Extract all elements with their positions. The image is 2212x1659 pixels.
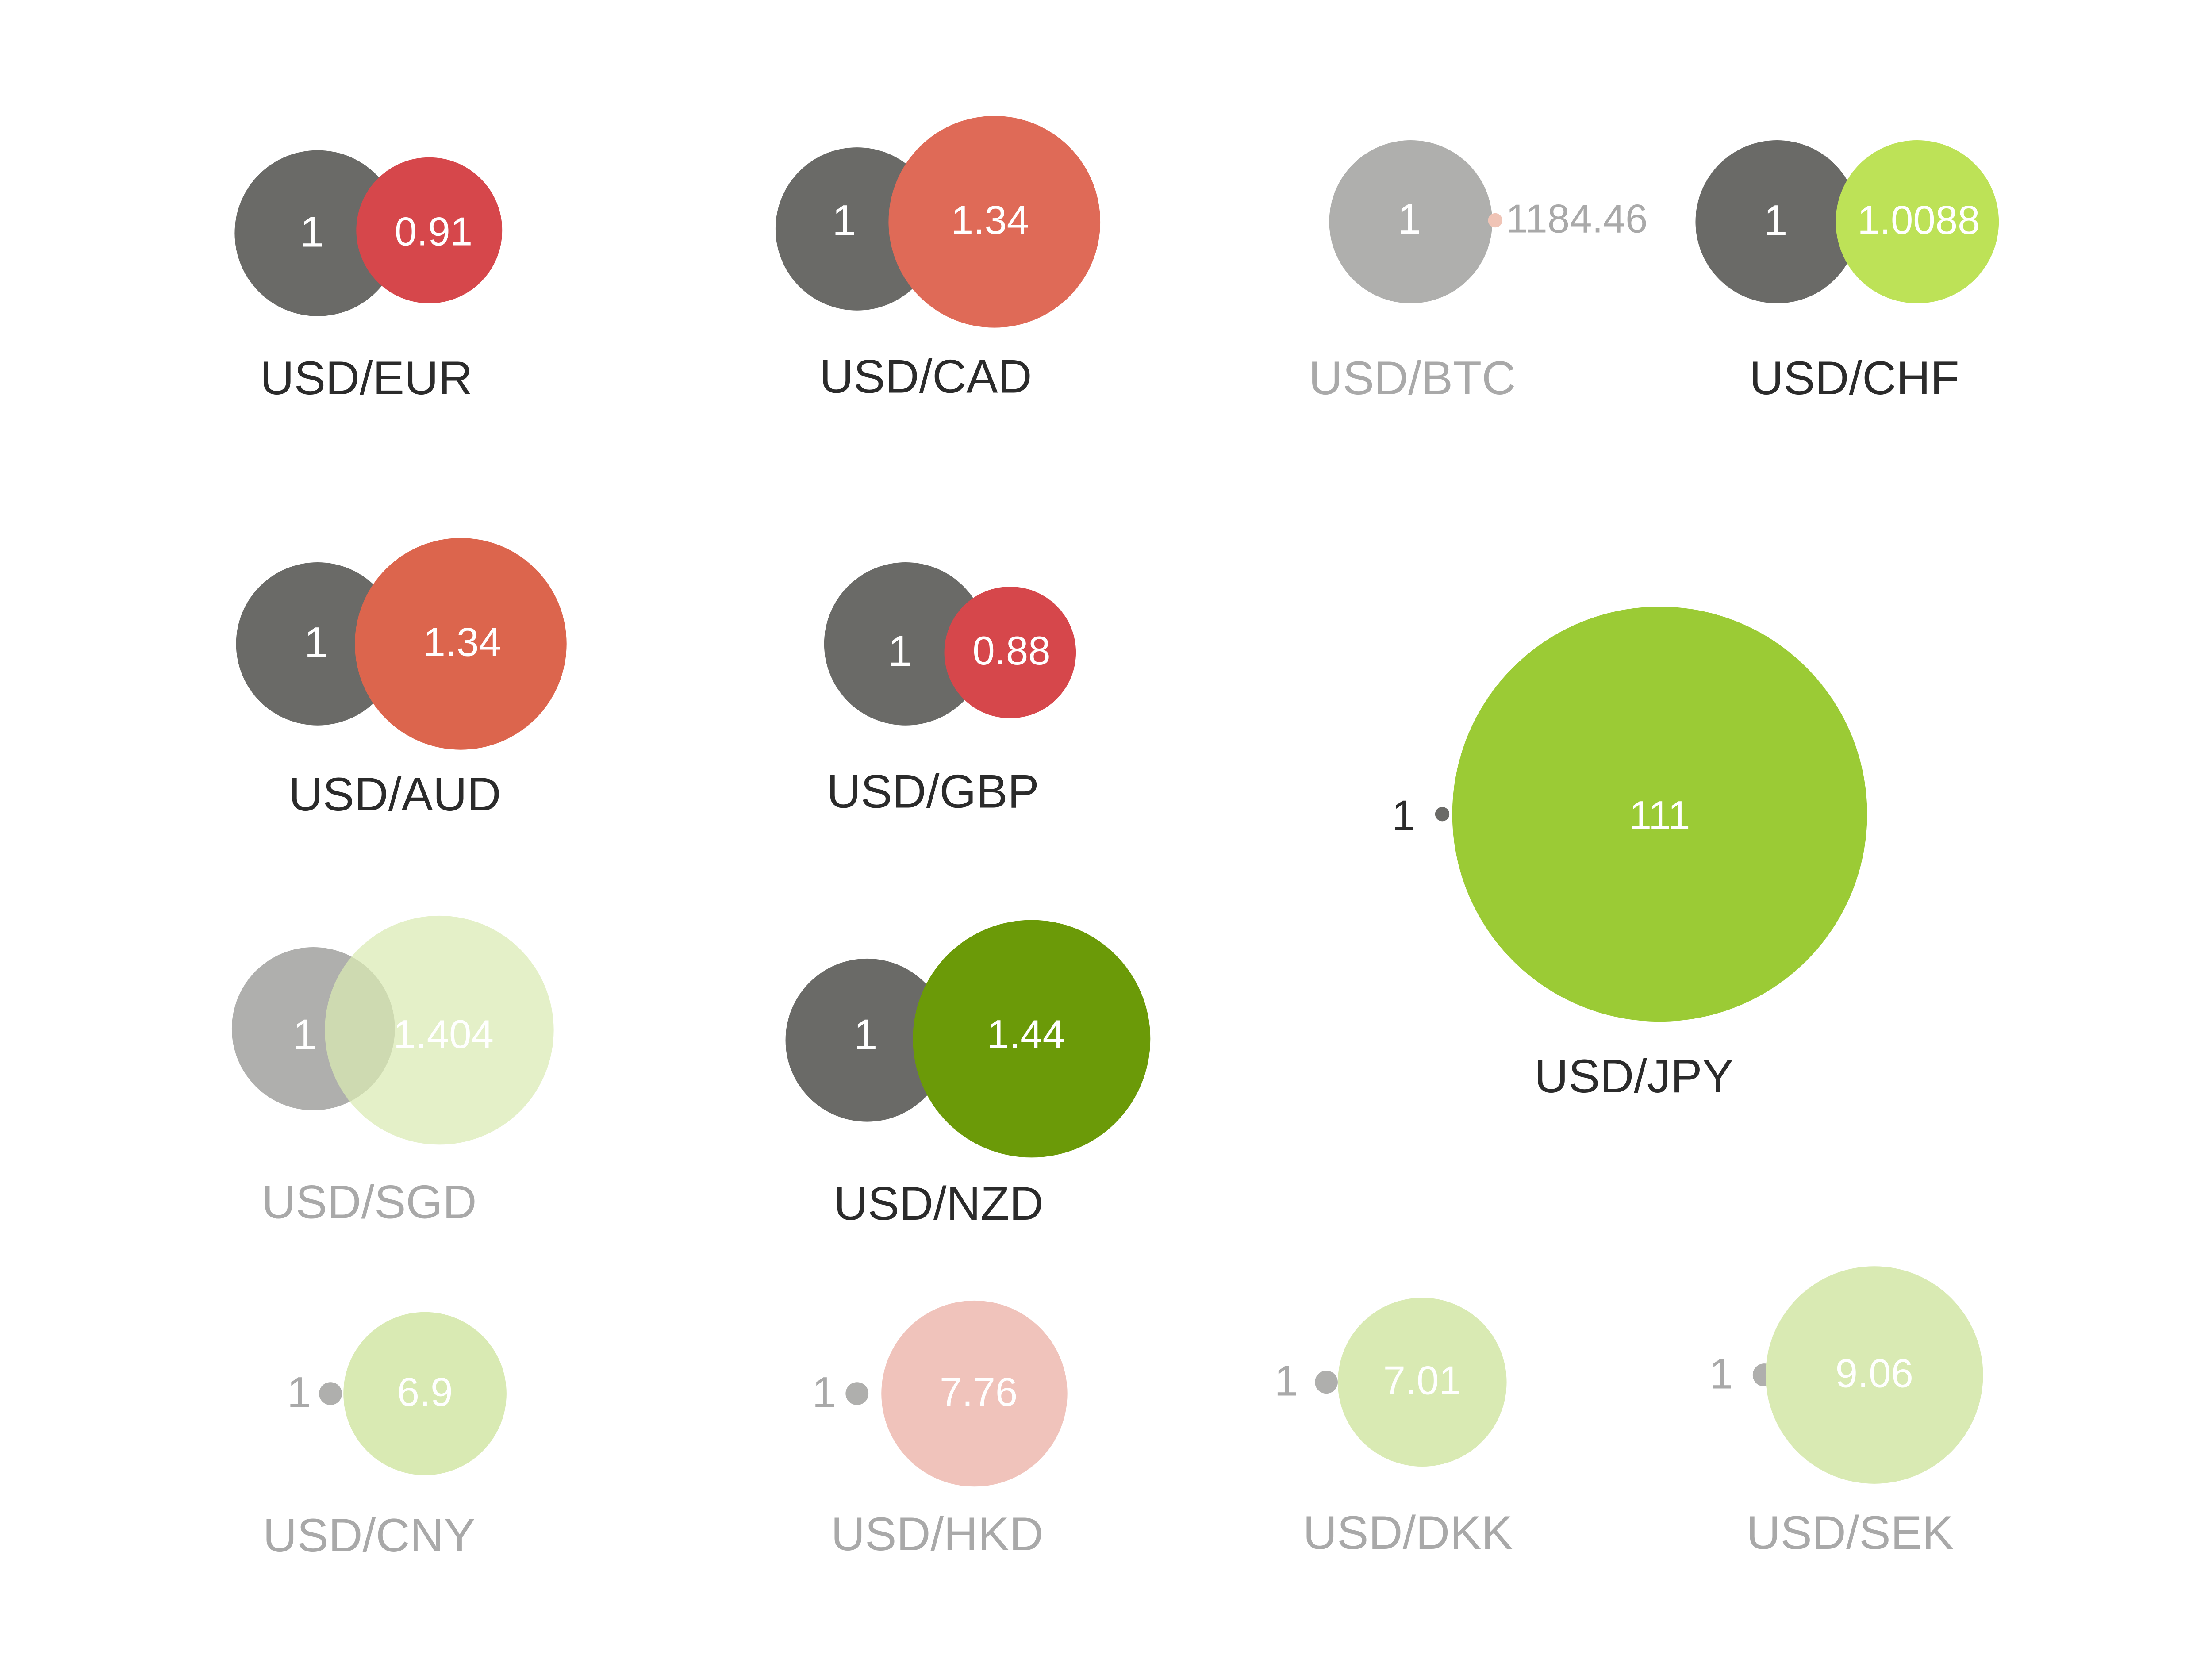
base-label-usd-dkk: 1 xyxy=(1275,1356,1298,1405)
value-bubble-usd-aud xyxy=(355,538,567,750)
value-label-usd-chf: 1.0088 xyxy=(1858,198,1980,243)
value-label-usd-btc: 1184.46 xyxy=(1506,196,1648,241)
value-bubble-usd-chf xyxy=(1836,140,1999,303)
value-bubble-usd-nzd xyxy=(913,920,1151,1158)
base-bubble-usd-nzd xyxy=(785,958,949,1122)
base-bubble-usd-chf xyxy=(1695,140,1859,303)
value-label-usd-gbp: 0.88 xyxy=(972,629,1050,673)
base-label-usd-sgd: 1 xyxy=(293,1010,317,1059)
pair-usd-aud: 1 1.34 USD/AUD xyxy=(236,538,567,821)
pair-label-usd-cny: USD/CNY xyxy=(263,1509,475,1562)
base-label-usd-jpy: 1 xyxy=(1392,791,1416,840)
pair-usd-gbp: 1 0.88 USD/GBP xyxy=(824,562,1076,818)
base-bubble-usd-aud xyxy=(236,562,399,726)
base-label-usd-btc: 1 xyxy=(1398,195,1421,243)
pair-usd-btc: 1 1184.46 USD/BTC xyxy=(1309,140,1647,404)
pair-usd-hkd: 1 7.76 USD/HKD xyxy=(812,1300,1068,1560)
value-bubble-usd-sek xyxy=(1765,1266,1983,1484)
value-bubble-usd-btc xyxy=(1488,213,1502,228)
pair-usd-chf: 1 1.0088 USD/CHF xyxy=(1695,140,1999,404)
base-label-usd-chf: 1 xyxy=(1764,196,1788,245)
pair-label-usd-jpy: USD/JPY xyxy=(1534,1049,1734,1102)
value-label-usd-cad: 1.34 xyxy=(951,198,1029,243)
value-bubble-usd-sgd xyxy=(325,915,554,1145)
base-label-usd-aud: 1 xyxy=(304,618,328,667)
base-bubble-usd-cny xyxy=(319,1382,342,1405)
pair-label-usd-chf: USD/CHF xyxy=(1749,351,1959,404)
value-label-usd-cny: 6.9 xyxy=(397,1370,453,1414)
base-label-usd-cny: 1 xyxy=(287,1368,311,1416)
base-label-usd-nzd: 1 xyxy=(854,1010,878,1059)
value-bubble-usd-cny xyxy=(343,1312,507,1475)
base-bubble-usd-btc xyxy=(1329,140,1493,303)
value-bubble-usd-cad xyxy=(888,115,1101,328)
value-label-usd-sgd: 1.404 xyxy=(393,1012,494,1057)
pair-usd-dkk: 1 7.01 USD/DKK xyxy=(1275,1298,1513,1559)
pair-label-usd-aud: USD/AUD xyxy=(288,768,501,821)
value-label-usd-sek: 9.06 xyxy=(1836,1351,1913,1396)
pair-label-usd-sek: USD/SEK xyxy=(1747,1506,1954,1559)
pair-usd-nzd: 1 1.44 USD/NZD xyxy=(785,920,1151,1230)
value-bubble-usd-dkk xyxy=(1337,1298,1507,1467)
value-label-usd-aud: 1.34 xyxy=(423,620,501,665)
base-bubble-usd-dkk xyxy=(1315,1371,1338,1394)
value-bubble-usd-eur xyxy=(356,157,503,303)
pair-label-usd-btc: USD/BTC xyxy=(1309,351,1516,404)
value-bubble-usd-gbp xyxy=(944,587,1076,718)
pair-label-usd-hkd: USD/HKD xyxy=(831,1507,1043,1560)
pair-label-usd-eur: USD/EUR xyxy=(260,351,472,404)
value-bubble-usd-jpy xyxy=(1452,607,1867,1022)
pair-label-usd-gbp: USD/GBP xyxy=(826,764,1039,818)
pair-usd-cad: 1 1.34 USD/CAD xyxy=(775,115,1101,403)
value-label-usd-hkd: 7.76 xyxy=(940,1370,1018,1414)
base-label-usd-gbp: 1 xyxy=(888,627,912,675)
pair-label-usd-sgd: USD/SGD xyxy=(261,1175,476,1229)
pair-usd-cny: 1 6.9 USD/CNY xyxy=(263,1312,507,1562)
base-bubble-usd-eur xyxy=(234,150,401,316)
pair-label-usd-nzd: USD/NZD xyxy=(833,1177,1043,1230)
base-label-usd-eur: 1 xyxy=(300,207,324,256)
value-label-usd-dkk: 7.01 xyxy=(1383,1358,1461,1403)
base-label-usd-hkd: 1 xyxy=(812,1368,836,1416)
base-bubble-usd-gbp xyxy=(824,562,987,726)
base-bubble-usd-hkd xyxy=(845,1382,869,1405)
pair-label-usd-dkk: USD/DKK xyxy=(1303,1506,1513,1559)
value-label-usd-eur: 0.91 xyxy=(395,209,472,254)
pair-usd-sgd: 1 1.404 USD/SGD xyxy=(231,915,554,1229)
value-label-usd-jpy: 111 xyxy=(1629,793,1690,838)
pair-usd-eur: 1 0.91 USD/EUR xyxy=(234,150,503,404)
pair-usd-sek: 1 9.06 USD/SEK xyxy=(1709,1266,1983,1559)
base-bubble-usd-jpy xyxy=(1435,807,1450,822)
base-label-usd-sek: 1 xyxy=(1709,1349,1733,1398)
value-label-usd-nzd: 1.44 xyxy=(987,1012,1065,1057)
value-bubble-usd-hkd xyxy=(881,1300,1068,1487)
base-label-usd-cad: 1 xyxy=(832,196,856,245)
pair-label-usd-cad: USD/CAD xyxy=(819,350,1032,403)
